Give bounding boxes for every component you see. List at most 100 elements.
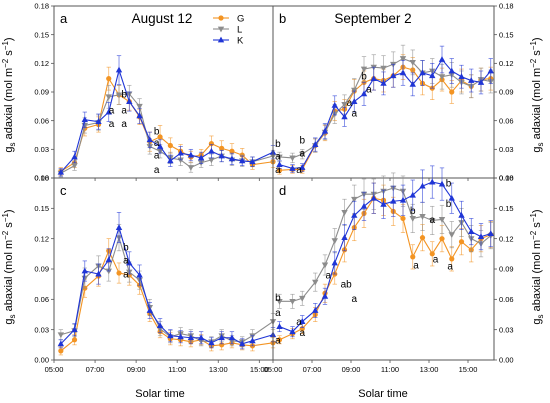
data-point [126, 98, 133, 104]
data-point [289, 155, 296, 162]
data-point [409, 216, 416, 222]
data-point [105, 256, 112, 263]
ylabel-top-sup2: −1 [1, 41, 10, 51]
significance-letter: a [154, 138, 160, 149]
data-point [399, 56, 407, 62]
x-tick-label: 05:00 [45, 365, 64, 374]
significance-letter: a [299, 149, 305, 160]
series-K [276, 45, 494, 173]
ylabel-bot-sub-r: s [536, 314, 545, 318]
data-point [105, 94, 112, 101]
series-L [57, 84, 277, 178]
series-line [279, 197, 491, 341]
y-tick-label: 0.06 [34, 295, 49, 304]
y-tick-label: 0.09 [499, 88, 514, 97]
series-line [60, 68, 274, 173]
series-G [276, 182, 494, 345]
significance-letter: b [123, 242, 129, 253]
data-point [289, 328, 296, 335]
significance-letter: a [109, 119, 115, 130]
x-tick-label: 09:00 [342, 365, 361, 374]
ylabel-top-base-r: g [531, 146, 543, 152]
data-point [409, 191, 416, 198]
significance-letter: a [154, 151, 160, 162]
ylabel-top-end-r: ) [531, 37, 543, 41]
x-axis-label-right: Solar time [358, 388, 408, 400]
series-G [58, 238, 276, 356]
y-tick-label: 0.00 [34, 174, 49, 183]
data-point [419, 182, 426, 189]
ylabel-bot-sup2: −1 [1, 213, 10, 223]
y-tick-label: 0.06 [34, 116, 49, 125]
data-point [167, 157, 174, 164]
data-point [229, 148, 235, 154]
series-line [279, 57, 491, 159]
series-K [57, 55, 277, 177]
series-line [60, 225, 274, 345]
ylabel-top-sup1-r: −2 [529, 58, 538, 68]
data-point [177, 157, 184, 164]
significance-letter: b [446, 179, 452, 190]
data-point [58, 348, 64, 354]
data-point [197, 334, 205, 341]
data-point [380, 200, 387, 207]
ylabel-bot-end-r: ) [531, 209, 543, 213]
data-point [477, 79, 485, 85]
series-line [279, 187, 492, 302]
y-tick-label: 0.15 [499, 204, 514, 213]
series-K [57, 212, 277, 350]
data-point [449, 89, 455, 95]
y-tick-label: 0.18 [499, 2, 514, 11]
y-tick-label: 0.09 [34, 88, 49, 97]
legend-marker [217, 26, 225, 33]
series-line [60, 235, 274, 343]
data-point [71, 326, 78, 333]
significance-letter: a [351, 294, 357, 305]
significance-letter: a [299, 328, 305, 339]
ylabel-bot-text: abaxial (mol m [3, 240, 15, 315]
y-tick-label: 0.03 [499, 325, 514, 334]
data-point [331, 259, 338, 266]
data-point [299, 295, 306, 302]
series-G [276, 54, 494, 175]
y-axis-label-left-bottom: gs abaxial (mol m−2 s−1) [1, 209, 17, 324]
y-tick-label: 0.18 [499, 174, 514, 183]
ylabel-bot-sup1-r: −2 [529, 230, 538, 240]
data-point [312, 307, 319, 313]
y-tick-label: 0.03 [34, 325, 49, 334]
data-point [321, 127, 329, 134]
data-point [289, 298, 296, 305]
y-tick-label: 0.15 [34, 204, 49, 213]
ylabel-bot-text-r: abaxial (mol m [531, 240, 543, 315]
significance-letter: ab [341, 280, 353, 291]
x-tick-label: 13:00 [209, 365, 228, 374]
y-axis-label-right-bottom: gs abaxial (mol m−2 s−1) [529, 209, 545, 324]
ylabel-bot-sub: s [8, 314, 17, 318]
ylabel-top-text-r: adaxial (mol m [531, 68, 543, 143]
ylabel-top-mid-r: s [531, 50, 543, 59]
data-point [136, 103, 143, 110]
data-point [438, 56, 446, 62]
significance-letter: a [413, 260, 419, 271]
data-point [390, 72, 397, 79]
legend-label: G [237, 13, 244, 24]
data-point [167, 142, 173, 149]
data-point [400, 215, 406, 222]
data-point [468, 228, 475, 234]
data-point [341, 113, 348, 120]
data-point [468, 77, 475, 83]
x-tick-label: 11:00 [168, 365, 186, 374]
data-point [429, 251, 435, 257]
ylabel-top-end: ) [3, 37, 15, 41]
ylabel-bot-end: ) [3, 209, 15, 213]
data-point [239, 157, 246, 164]
data-point [157, 134, 163, 140]
significance-letter: a [351, 109, 357, 120]
data-point [487, 67, 494, 74]
ylabel-bot-mid-r: s [531, 222, 543, 231]
panel-letter: b [279, 11, 286, 26]
data-point [380, 80, 387, 86]
significance-letter: a [429, 215, 435, 226]
significance-letter: a [366, 85, 372, 96]
